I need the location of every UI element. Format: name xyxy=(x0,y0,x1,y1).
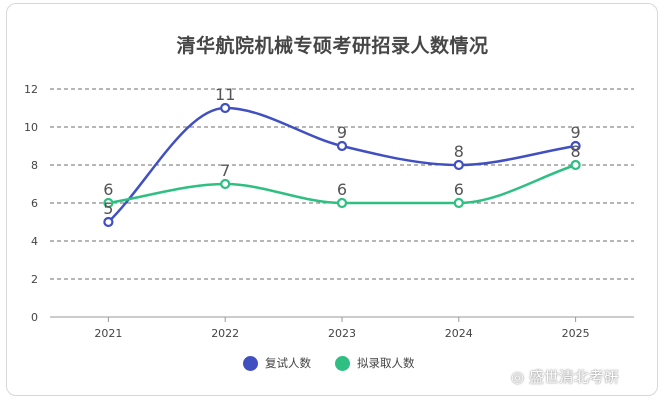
data-point-series-1-2023 xyxy=(336,140,348,152)
watermark-text: 盛世清北考研 xyxy=(528,368,619,386)
data-point-series-2-2022 xyxy=(220,178,231,190)
data-point-series-2-2023 xyxy=(336,197,348,209)
data-point-series-2-2025 xyxy=(570,159,581,171)
data-label-series-1-2024: 8 xyxy=(454,142,464,161)
chart-card xyxy=(6,3,658,396)
data-label-series-2-2022: 7 xyxy=(220,161,230,180)
y-tick-label-2: 2 xyxy=(31,273,38,286)
data-label-series-2-2021: 6 xyxy=(103,180,113,199)
y-tick-label-0: 0 xyxy=(31,311,38,324)
series-line-1 xyxy=(107,106,576,223)
x-tick-label-2023: 2023 xyxy=(328,327,356,340)
data-label-series-1-2023: 9 xyxy=(337,123,347,142)
legend-marker-series-1 xyxy=(243,355,258,371)
data-label-series-1-2025: 9 xyxy=(571,123,581,142)
chart-title: 清华航院机械专硕考研招录人数情况 xyxy=(176,35,489,57)
data-label-series-2-2023: 6 xyxy=(337,180,347,199)
y-tick-label-10: 10 xyxy=(24,121,38,134)
data-label-series-1-2021: 5 xyxy=(103,199,113,218)
legend-item-series-1[interactable]: 复试人数 xyxy=(243,355,311,371)
y-tick-label-8: 8 xyxy=(31,159,38,172)
data-point-series-1-2022 xyxy=(220,102,231,114)
data-label-series-2-2024: 6 xyxy=(454,180,464,199)
data-label-series-2-2025: 8 xyxy=(571,142,581,161)
legend-label-series-2: 拟录取人数 xyxy=(357,356,415,370)
legend-item-series-2[interactable]: 拟录取人数 xyxy=(335,355,415,371)
y-tick-label-6: 6 xyxy=(31,197,38,210)
data-point-series-1-2021 xyxy=(103,216,114,228)
x-tick-label-2022: 2022 xyxy=(211,327,239,340)
y-tick-label-4: 4 xyxy=(31,235,38,248)
watermark: ◎ 盛世清北考研 xyxy=(511,366,619,387)
data-label-series-1-2022: 11 xyxy=(215,85,235,104)
y-tick-label-12: 12 xyxy=(24,83,38,96)
data-point-series-1-2024 xyxy=(453,159,464,171)
legend-marker-series-2 xyxy=(335,355,350,371)
legend: 复试人数 拟录取人数 xyxy=(0,355,665,373)
data-point-series-1-2025 xyxy=(570,140,581,152)
legend-label-series-1: 复试人数 xyxy=(265,356,311,370)
x-tick-label-2021: 2021 xyxy=(94,327,122,340)
data-point-series-2-2021 xyxy=(103,197,114,209)
x-tick-label-2024: 2024 xyxy=(445,327,473,340)
x-tick-label-2025: 2025 xyxy=(562,327,590,340)
data-point-series-2-2024 xyxy=(453,197,464,209)
watermark-logo-icon: ◎ xyxy=(511,368,529,386)
